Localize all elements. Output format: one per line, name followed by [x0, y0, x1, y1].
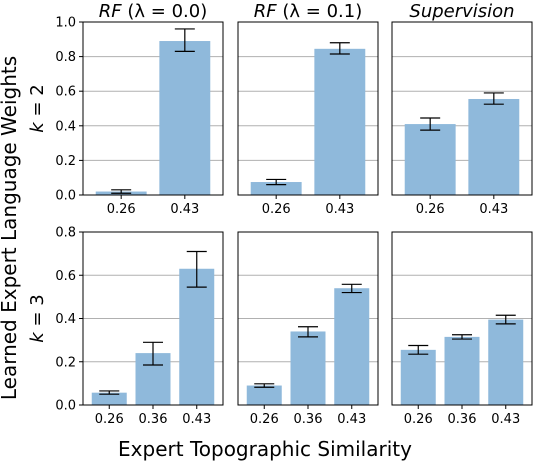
y-tick-label: 0.8 — [55, 226, 76, 241]
x-tick-label: 0.43 — [325, 202, 354, 217]
y-tick-label: 0.0 — [55, 189, 76, 204]
row-label: k = 3 — [27, 294, 48, 342]
y-tick-label: 1.0 — [55, 16, 76, 31]
y-tick-label: 0.0 — [55, 399, 76, 414]
y-axis-label: Learned Expert Language Weights — [0, 56, 21, 400]
panel-1-3: 0.26 0.43 — [391, 21, 533, 217]
column-title: RF (λ = 0.1) — [254, 1, 362, 22]
y-tick-label: 0.6 — [55, 269, 76, 284]
column-title: Supervision — [409, 1, 514, 22]
x-tick-label: 0.36 — [448, 412, 477, 427]
row-label: k = 2 — [27, 84, 48, 132]
x-tick-label: 0.26 — [95, 412, 124, 427]
panel-2-1: 0.26 0.36 0.43 0.0 0.2 0.4 0.6 0.8 — [55, 226, 224, 427]
panel-frame — [237, 231, 379, 406]
panels: 0.26 0.430.00.20.40.60.81.0RF (λ = 0.0)0.… — [27, 1, 533, 427]
bar — [314, 48, 366, 195]
x-tick-label: 0.43 — [337, 412, 366, 427]
bar — [246, 385, 282, 405]
panel-2-3: 0.26 0.36 0.43 — [391, 231, 533, 427]
x-tick-label: 0.26 — [250, 412, 279, 427]
column-title: RF (λ = 0.0) — [99, 1, 207, 22]
y-tick-label: 0.2 — [55, 355, 76, 370]
y-tick-label: 0.8 — [55, 50, 76, 65]
bar — [400, 349, 436, 405]
x-axis-label: Expert Topographic Similarity — [118, 437, 412, 461]
bar — [468, 98, 520, 195]
panel-frame — [391, 231, 533, 406]
x-tick-label: 0.43 — [479, 202, 508, 217]
x-tick-label: 0.26 — [107, 202, 136, 217]
x-tick-label: 0.26 — [262, 202, 291, 217]
x-tick-label: 0.36 — [294, 412, 323, 427]
bar — [159, 41, 211, 195]
panel-2-2: 0.26 0.36 0.43 — [237, 231, 379, 427]
bar — [290, 331, 326, 405]
bar — [444, 336, 480, 405]
panel-frame — [237, 21, 379, 196]
x-tick-label: 0.43 — [182, 412, 211, 427]
bar — [488, 319, 524, 405]
x-tick-label: 0.43 — [170, 202, 199, 217]
bar — [179, 268, 215, 405]
y-tick-label: 0.4 — [55, 119, 76, 134]
panel-1-1: 0.26 0.43 0.0 0.2 0.4 0.6 0.8 1.0 — [55, 16, 224, 217]
panel-frame — [391, 21, 533, 196]
x-tick-label: 0.26 — [404, 412, 433, 427]
y-tick-label: 0.2 — [55, 154, 76, 169]
panel-1-2: 0.26 0.43 — [237, 21, 379, 217]
panel-frame — [82, 21, 224, 196]
y-tick-label: 0.6 — [55, 85, 76, 100]
x-tick-label: 0.26 — [416, 202, 445, 217]
bar — [91, 392, 127, 405]
x-tick-label: 0.36 — [139, 412, 168, 427]
bar — [404, 124, 456, 195]
bar — [334, 288, 370, 405]
bar — [250, 182, 302, 195]
y-tick-label: 0.4 — [55, 312, 76, 327]
x-tick-label: 0.43 — [491, 412, 520, 427]
panel-frame — [82, 231, 224, 406]
